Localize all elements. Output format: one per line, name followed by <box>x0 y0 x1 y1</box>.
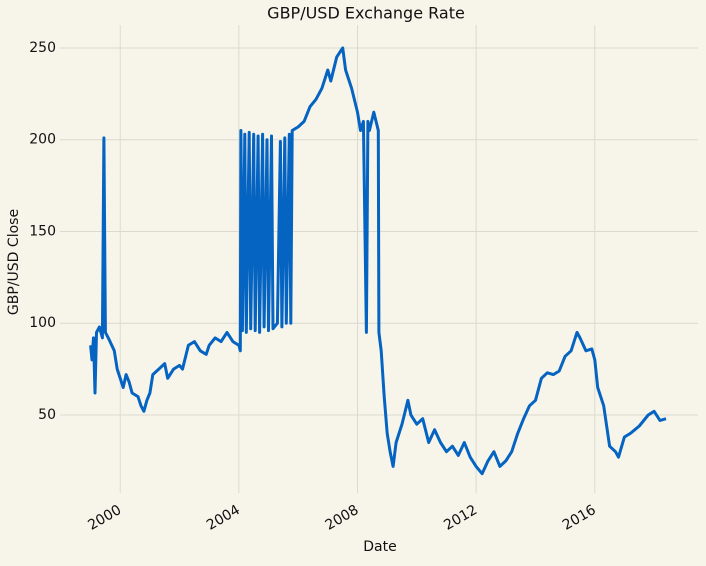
y-tick-label: 150 <box>29 223 56 239</box>
line <box>89 46 667 476</box>
x-axis-label: Date <box>363 539 396 555</box>
y-tick-label: 50 <box>38 407 56 423</box>
y-tick-label: 250 <box>29 40 56 56</box>
y-axis-label: GBP/USD Close <box>6 209 22 315</box>
chart-title: GBP/USD Exchange Rate <box>267 4 465 23</box>
y-tick-label: 200 <box>29 132 56 148</box>
y-tick-label: 100 <box>29 315 56 331</box>
